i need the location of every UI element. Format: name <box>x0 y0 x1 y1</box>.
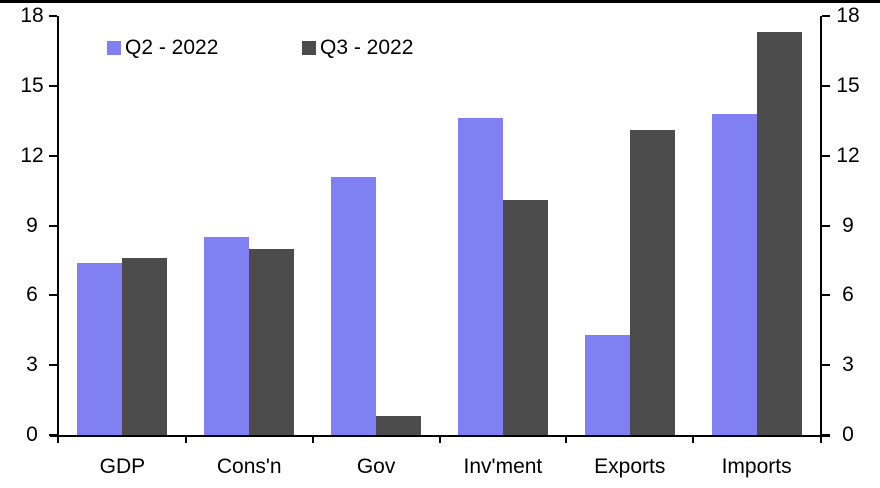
y-axis-label-left-12: 12 <box>20 143 44 167</box>
y-tick-left-3 <box>49 364 57 367</box>
x-tick-3 <box>438 435 441 443</box>
y-axis-left-line <box>57 16 59 437</box>
y-axis-label-right-12: 12 <box>836 143 860 167</box>
legend-item-q2: Q2 - 2022 <box>107 36 219 59</box>
x-axis-label-consn: Cons'n <box>216 455 282 478</box>
bar-q2-consn <box>204 237 250 435</box>
legend-item-q3: Q3 - 2022 <box>302 36 414 59</box>
bar-q3-imports <box>756 32 802 435</box>
y-axis-label-left-15: 15 <box>20 73 44 97</box>
bar-q3-exports <box>629 130 675 435</box>
y-axis-label-right-18: 18 <box>836 4 860 27</box>
legend-swatch-q2-icon <box>107 41 121 55</box>
y-axis-label-right-9: 9 <box>842 213 854 237</box>
bar-q3-gdp <box>122 258 168 435</box>
y-axis-right-line <box>820 16 822 437</box>
y-tick-right-18 <box>822 15 830 17</box>
y-tick-left-12 <box>49 154 57 157</box>
bar-q2-imports <box>711 113 757 435</box>
y-tick-right-3 <box>822 364 830 367</box>
legend-swatch-q3-icon <box>302 41 316 55</box>
x-axis-label-gov: Gov <box>356 455 396 478</box>
legend-label-q2: Q2 - 2022 <box>125 36 219 59</box>
y-tick-left-18 <box>49 15 57 17</box>
bar-q3-gov <box>376 416 422 435</box>
y-axis-label-right-0: 0 <box>842 423 854 446</box>
y-axis-label-left-6: 6 <box>26 283 38 307</box>
bar-q3-invment <box>502 199 548 435</box>
y-tick-right-9 <box>822 224 830 227</box>
bar-q2-exports <box>584 334 630 435</box>
x-tick-5 <box>692 435 695 443</box>
x-axis-label-invment: Inv'ment <box>463 455 543 478</box>
top-border-line <box>0 0 880 3</box>
legend-label-q3: Q3 - 2022 <box>320 36 414 59</box>
bar-q3-consn <box>249 248 295 435</box>
y-tick-left-0 <box>49 434 57 436</box>
x-tick-right-axis <box>820 435 822 443</box>
x-axis-label-exports: Exports <box>594 455 666 478</box>
x-axis-label-imports: Imports <box>721 455 792 478</box>
x-axis-label-gdp: GDP <box>99 455 146 478</box>
bar-q2-gdp <box>77 262 123 435</box>
y-tick-left-9 <box>49 224 57 227</box>
y-tick-right-12 <box>822 154 830 157</box>
y-axis-label-left-3: 3 <box>26 353 38 377</box>
y-axis-label-left-18: 18 <box>20 4 44 27</box>
x-tick-left-axis <box>57 435 59 443</box>
y-tick-right-15 <box>822 84 830 87</box>
y-tick-left-6 <box>49 294 57 297</box>
y-axis-label-right-3: 3 <box>842 353 854 377</box>
y-axis-label-left-9: 9 <box>26 213 38 237</box>
x-tick-4 <box>565 435 568 443</box>
x-tick-1 <box>184 435 187 443</box>
y-axis-label-right-15: 15 <box>836 73 860 97</box>
y-tick-left-15 <box>49 84 57 87</box>
bar-q2-gov <box>331 176 377 435</box>
y-tick-right-0 <box>822 434 830 436</box>
y-tick-right-6 <box>822 294 830 297</box>
plot-area <box>59 16 820 435</box>
y-axis-label-right-6: 6 <box>842 283 854 307</box>
bar-q2-invment <box>457 118 503 435</box>
y-axis-label-left-0: 0 <box>26 423 38 446</box>
x-tick-2 <box>311 435 314 443</box>
